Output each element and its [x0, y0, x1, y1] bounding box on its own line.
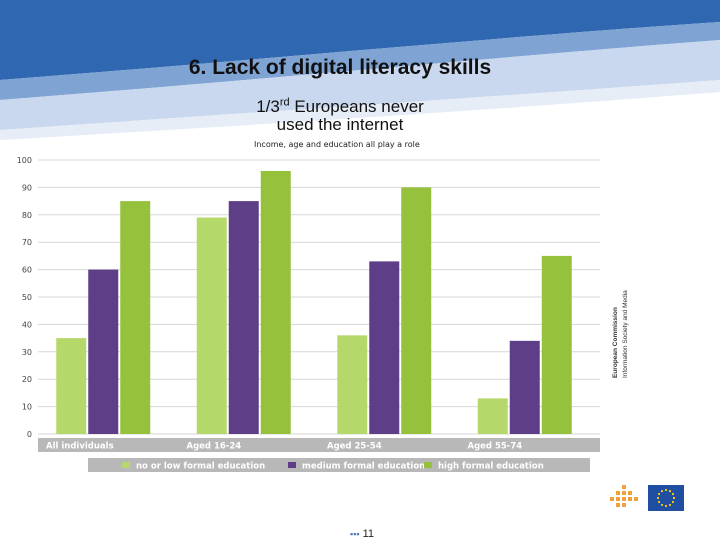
bar [228, 201, 259, 434]
subtitle-superscript: rd [279, 96, 290, 109]
legend-swatch [122, 462, 130, 468]
eu-star-icon [660, 503, 664, 507]
category-label: All individuals [46, 442, 114, 452]
bar [369, 261, 400, 434]
slide-subtitle: 1/3rd Europeans never used the internet [150, 96, 530, 134]
eu-flag-icon [648, 485, 684, 511]
chart-note: Income, age and education all play a rol… [254, 140, 420, 149]
y-tick-label: 90 [22, 183, 32, 192]
bar [88, 269, 119, 434]
legend-swatch [424, 462, 432, 468]
y-tick-label: 100 [17, 156, 32, 165]
page-number: ▪▪▪ 11 [350, 528, 374, 540]
legend-swatch [288, 462, 296, 468]
y-tick-label: 80 [22, 211, 32, 220]
infosociety-logo-icon [610, 485, 638, 507]
legend-strip [88, 458, 590, 472]
eu-star-icon [668, 503, 672, 507]
category-axis-strip [38, 438, 600, 452]
eu-star-icon [671, 492, 675, 496]
eu-star-icon [657, 492, 661, 496]
legend-label: high formal education [438, 462, 544, 472]
legend-label: no or low formal education [136, 462, 265, 472]
y-tick-label: 40 [22, 320, 32, 329]
y-tick-label: 60 [22, 266, 32, 275]
category-label: Aged 25-54 [327, 442, 382, 452]
eu-star-icon [656, 496, 660, 500]
y-tick-label: 10 [22, 403, 32, 412]
eu-star-icon [668, 489, 672, 493]
eu-star-icon [660, 489, 664, 493]
bar [56, 338, 87, 434]
bar [477, 398, 508, 434]
ec-dg-label: Information Society and Media [622, 290, 629, 378]
subtitle-text: Europeans never [289, 97, 424, 116]
bar [509, 340, 540, 434]
slide-title: 6. Lack of digital literacy skills [188, 56, 492, 79]
page-dots-icon: ▪▪▪ [350, 529, 360, 539]
y-tick-label: 70 [22, 238, 32, 247]
subtitle-fraction: 1/3 [256, 97, 280, 116]
bar [401, 187, 432, 434]
bar [196, 217, 227, 434]
eu-star-icon [671, 500, 675, 504]
category-label: Aged 16-24 [187, 442, 242, 452]
bar [260, 170, 291, 434]
eu-star-icon [657, 500, 661, 504]
bar-chart: 0 10 20 30 40 50 60 70 80 90 100 All individuals Age… [17, 156, 600, 472]
bar [541, 255, 572, 434]
category-label: Aged 55-74 [468, 442, 523, 452]
bar [120, 201, 151, 434]
y-tick-label: 30 [22, 348, 32, 357]
eu-star-icon [672, 496, 676, 500]
y-tick-label: 0 [27, 430, 32, 439]
legend-label: medium formal education [302, 462, 425, 472]
subtitle-line-2: used the internet [276, 115, 404, 134]
y-tick-label: 50 [22, 293, 32, 302]
page-number-value: 11 [362, 528, 374, 540]
header-band [0, 0, 720, 140]
y-tick-label: 20 [22, 375, 32, 384]
eu-star-icon [664, 488, 668, 492]
bar [337, 335, 368, 434]
eu-star-icon [664, 504, 668, 508]
